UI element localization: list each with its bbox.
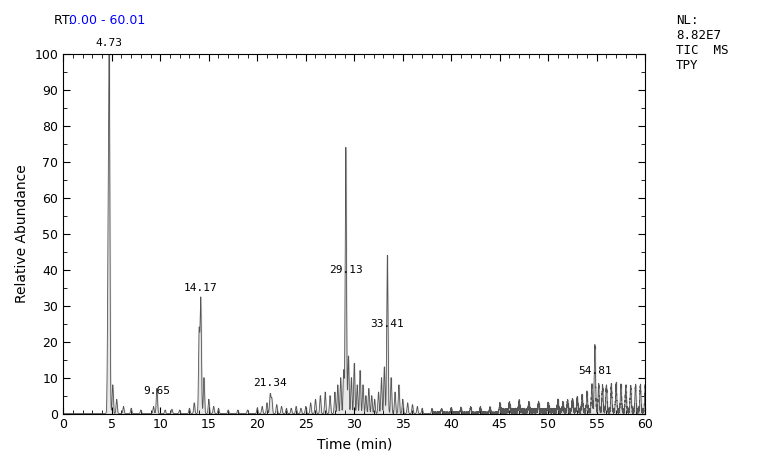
Text: 33.41: 33.41 — [370, 319, 404, 329]
Text: 4.73: 4.73 — [96, 38, 123, 48]
Text: NL:
8.82E7
TIC  MS
TPY: NL: 8.82E7 TIC MS TPY — [676, 14, 728, 72]
Text: 9.65: 9.65 — [144, 385, 170, 396]
Text: 14.17: 14.17 — [184, 283, 217, 293]
Text: 0.00 - 60.01: 0.00 - 60.01 — [69, 14, 145, 27]
Text: 54.81: 54.81 — [578, 366, 612, 376]
Y-axis label: Relative Abundance: Relative Abundance — [15, 164, 29, 303]
X-axis label: Time (min): Time (min) — [316, 437, 392, 451]
Text: 29.13: 29.13 — [329, 265, 362, 275]
Text: RT:: RT: — [54, 14, 76, 27]
Text: 21.34: 21.34 — [253, 378, 287, 388]
